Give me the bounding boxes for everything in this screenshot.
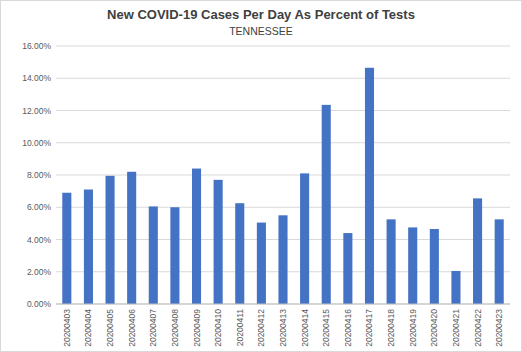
bar xyxy=(192,169,201,304)
bar xyxy=(84,190,93,304)
bar xyxy=(127,172,136,304)
bar xyxy=(278,215,287,304)
x-tick-label: 20200421 xyxy=(451,309,461,347)
y-tick-label: 2.00% xyxy=(27,267,52,277)
bar xyxy=(149,206,158,304)
x-axis xyxy=(56,304,510,305)
grid-line xyxy=(56,46,510,47)
grid-line xyxy=(56,304,510,305)
chart-border xyxy=(1,1,522,352)
grid-line xyxy=(56,207,510,208)
y-tick-label: 6.00% xyxy=(27,202,52,212)
x-tick-label: 20200418 xyxy=(386,309,396,347)
bar xyxy=(408,227,417,304)
bar xyxy=(473,198,482,304)
grid-line xyxy=(56,142,510,143)
x-tick-label: 20200413 xyxy=(278,309,288,347)
x-tick-label: 20200417 xyxy=(364,309,374,347)
bar xyxy=(322,105,331,304)
title: New COVID-19 Cases Per Day As Percent of… xyxy=(107,7,415,22)
x-tick-label: 20200406 xyxy=(127,309,137,347)
x-tick-label: 20200423 xyxy=(494,309,504,347)
x-tick-label: 20200408 xyxy=(170,309,180,347)
x-tick-label: 20200415 xyxy=(321,309,331,347)
x-tick-label: 20200420 xyxy=(429,309,439,347)
x-tick-label: 20200422 xyxy=(473,309,483,347)
y-tick-label: 8.00% xyxy=(27,170,52,180)
x-tick-label: 20200409 xyxy=(192,309,202,347)
x-tick-label: 20200404 xyxy=(83,309,93,347)
bars xyxy=(62,68,503,304)
x-tick-label: 20200412 xyxy=(256,309,266,347)
x-tick-label: 20200410 xyxy=(213,309,223,347)
y-tick-label: 14.00% xyxy=(22,73,51,83)
grid-line xyxy=(56,175,510,176)
x-tick-label: 20200414 xyxy=(300,309,310,347)
bar xyxy=(170,207,179,304)
y-tick-label: 0.00% xyxy=(27,299,52,309)
x-tick-label: 20200416 xyxy=(343,309,353,347)
bar xyxy=(300,173,309,304)
chart: New COVID-19 Cases Per Day As Percent of… xyxy=(0,0,522,352)
y-tick-label: 4.00% xyxy=(27,235,52,245)
x-tick-label: 20200407 xyxy=(148,309,158,347)
subtitle: TENNESSEE xyxy=(229,25,293,37)
x-tick-label: 20200403 xyxy=(62,309,72,347)
x-tick-label: 20200411 xyxy=(235,309,245,346)
x-tick-label: 20200405 xyxy=(105,309,115,347)
bar xyxy=(257,223,266,304)
grid-line xyxy=(56,78,510,79)
y-tick-label: 16.00% xyxy=(22,41,51,51)
bar xyxy=(495,219,504,304)
bar xyxy=(365,68,374,304)
bar xyxy=(106,176,115,304)
y-tick-label: 10.00% xyxy=(22,138,51,148)
bar xyxy=(214,180,223,304)
y-tick-label: 12.00% xyxy=(22,106,51,116)
grid-line xyxy=(56,110,510,111)
x-tick-label: 20200419 xyxy=(408,309,418,347)
bar xyxy=(387,219,396,304)
bar xyxy=(343,233,352,304)
bar xyxy=(451,271,460,304)
bar xyxy=(235,203,244,304)
bar xyxy=(62,193,71,304)
bar xyxy=(430,229,439,304)
